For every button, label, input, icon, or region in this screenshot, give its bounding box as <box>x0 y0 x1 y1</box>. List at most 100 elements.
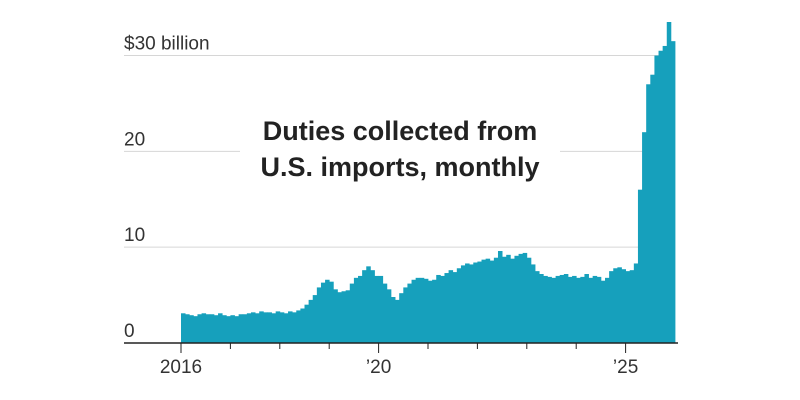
bar <box>255 313 260 343</box>
bar <box>209 314 215 343</box>
bar <box>551 277 557 343</box>
bar <box>605 277 610 343</box>
bar <box>345 290 351 343</box>
bar <box>370 270 375 343</box>
bar <box>230 315 235 343</box>
bar <box>576 277 581 343</box>
chart-title: U.S. imports, monthly <box>260 152 539 182</box>
bar <box>559 274 565 343</box>
bar <box>271 313 277 343</box>
bar <box>497 251 503 343</box>
bar <box>646 84 651 344</box>
bar <box>238 314 244 343</box>
x-tick-label: ’20 <box>366 357 391 378</box>
title-background <box>240 110 560 186</box>
bar <box>633 263 639 343</box>
bar <box>358 275 363 343</box>
bar <box>205 314 211 343</box>
bar <box>246 313 252 343</box>
bar <box>481 259 487 343</box>
bar <box>353 277 359 343</box>
bar <box>539 274 544 343</box>
bar <box>333 289 338 343</box>
bar <box>555 275 561 343</box>
bar <box>259 311 264 343</box>
bar <box>465 263 470 343</box>
bars <box>181 22 676 344</box>
bar <box>572 275 577 343</box>
bar <box>596 276 602 343</box>
bar <box>423 278 429 343</box>
bar <box>325 279 330 343</box>
bar <box>440 275 445 343</box>
bar <box>444 273 449 343</box>
bar <box>567 276 573 343</box>
bar <box>600 280 606 343</box>
bar <box>390 297 396 343</box>
bar <box>580 276 585 343</box>
bar <box>292 312 297 343</box>
bar <box>366 266 371 343</box>
bar <box>403 287 408 343</box>
bar <box>452 272 458 343</box>
bar <box>308 299 314 343</box>
bar <box>460 265 466 343</box>
bar <box>535 271 540 343</box>
bar <box>473 262 478 343</box>
bar <box>395 299 400 343</box>
bar <box>629 270 635 343</box>
bar <box>489 260 495 343</box>
bar <box>304 304 310 343</box>
bar <box>193 316 198 343</box>
bar <box>658 50 664 343</box>
bar <box>382 283 388 343</box>
y-tick-label: 0 <box>124 321 135 342</box>
bar <box>288 311 293 343</box>
bar <box>642 132 647 343</box>
bar <box>275 311 281 343</box>
y-tick-label: 10 <box>124 225 145 246</box>
bar <box>279 312 285 343</box>
bar <box>530 264 536 343</box>
bar <box>222 315 227 343</box>
bar <box>563 274 569 343</box>
bar <box>181 313 186 343</box>
bar <box>300 308 305 343</box>
bar <box>654 55 659 343</box>
bar <box>506 254 511 343</box>
bar <box>337 292 342 343</box>
bar <box>477 261 482 343</box>
bar <box>415 277 421 343</box>
bar <box>522 252 528 343</box>
bar <box>584 274 589 343</box>
bar <box>485 258 491 343</box>
bar <box>432 279 437 343</box>
bar <box>263 312 268 343</box>
bar <box>296 310 301 343</box>
bar <box>502 256 507 343</box>
bar <box>320 282 326 343</box>
bar <box>662 45 668 343</box>
bar <box>456 268 462 343</box>
bar <box>234 316 240 343</box>
bar <box>670 41 676 343</box>
bar <box>526 257 532 343</box>
bar <box>349 283 355 343</box>
bar <box>609 271 614 343</box>
bar <box>399 293 404 343</box>
x-axis: 2016 ’20 ’25 <box>124 342 678 378</box>
bar <box>218 313 223 343</box>
bar <box>543 275 548 343</box>
x-tick-label: ’25 <box>613 357 638 378</box>
bar <box>625 271 631 343</box>
bar <box>316 287 322 343</box>
y-tick-label: 20 <box>124 129 145 150</box>
bar <box>329 281 334 343</box>
bar <box>493 257 499 343</box>
bar <box>341 291 347 343</box>
bar <box>362 270 367 343</box>
bar <box>185 314 190 343</box>
chart-title: Duties collected from <box>263 116 538 146</box>
bar <box>436 274 441 343</box>
bar <box>378 275 384 343</box>
